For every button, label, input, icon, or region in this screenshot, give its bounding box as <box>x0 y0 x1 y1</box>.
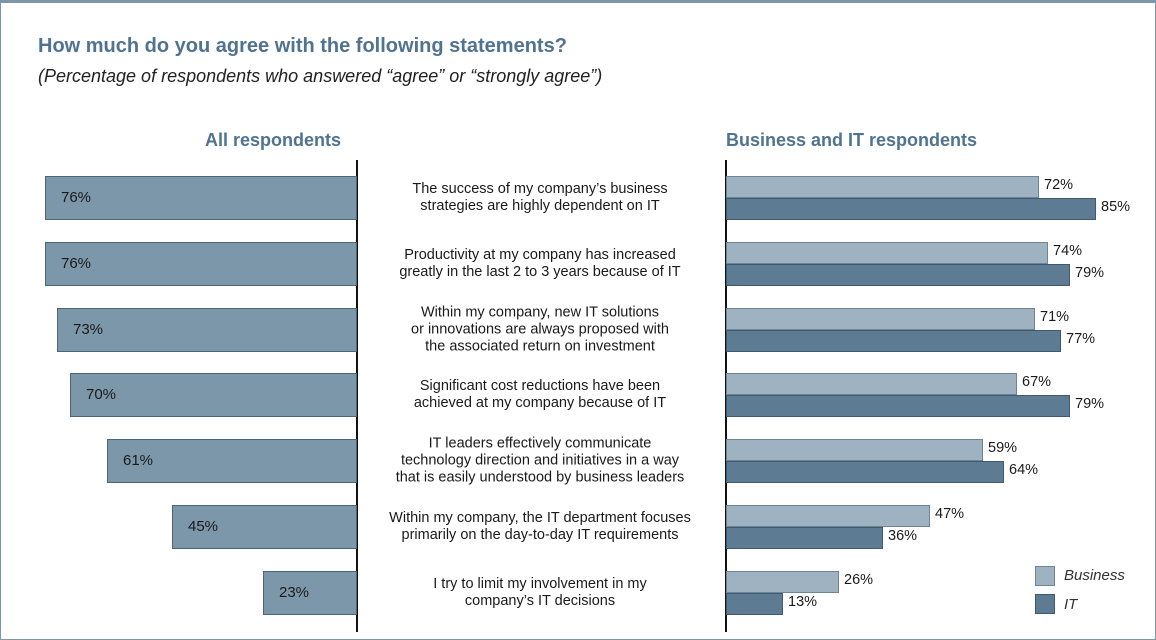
business-bar <box>726 439 983 461</box>
left-panel-heading: All respondents <box>205 130 342 150</box>
it-bar <box>726 461 1004 483</box>
statement-line: that is easily understood by business le… <box>395 469 685 486</box>
it-value-label: 64% <box>1009 462 1039 478</box>
statement-text: I try to limit my involvement in my compa… <box>368 576 712 610</box>
chart-subtitle: (Percentage of respondents who answered … <box>38 66 603 86</box>
all-respondents-bar <box>107 439 357 483</box>
legend-label-business: Business <box>1064 567 1125 584</box>
it-bar <box>726 395 1070 417</box>
business-bar <box>726 571 839 593</box>
business-value-label: 26% <box>844 572 874 588</box>
all-respondents-bar <box>45 242 357 286</box>
business-value-label: 67% <box>1022 374 1052 390</box>
all-respondents-value-label: 61% <box>123 452 154 469</box>
statement-text: IT leaders effectively communicate techno… <box>368 436 712 487</box>
statement-line: Within my company, new IT solutions <box>421 304 659 321</box>
statement-line: I try to limit my involvement in my <box>433 576 647 592</box>
statement-label: Significant cost reductions have been ach… <box>368 373 712 417</box>
legend-label-it: IT <box>1064 596 1078 613</box>
all-respondents-value-label: 76% <box>61 255 92 272</box>
statement-line: strategies are highly dependent on IT <box>420 198 660 214</box>
left-axis-line <box>356 160 358 632</box>
business-bar <box>726 373 1017 395</box>
statement-line: Significant cost reductions have been <box>419 378 661 394</box>
statement-label: Within my company, new IT solutions or in… <box>368 305 712 355</box>
business-value-label: 59% <box>988 440 1018 456</box>
statement-label: I try to limit my involvement in my compa… <box>368 571 712 615</box>
business-value-label: 74% <box>1053 243 1083 259</box>
statement-line: Within my company, the IT department foc… <box>389 510 691 526</box>
all-respondents-bar <box>70 373 357 417</box>
it-bar <box>726 527 883 549</box>
statement-text: Productivity at my company has increased… <box>368 247 712 281</box>
all-respondents-bar <box>45 176 357 220</box>
frame-top-rule <box>0 0 1156 3</box>
statement-line: IT leaders effectively communicate <box>428 435 652 452</box>
it-bar <box>726 198 1096 220</box>
statement-line: greatly in the last 2 to 3 years because… <box>399 264 681 280</box>
it-bar <box>726 264 1070 286</box>
all-respondents-bar <box>172 505 357 549</box>
statement-line: the associated return on investment <box>425 338 655 355</box>
all-respondents-value-label: 73% <box>73 321 104 338</box>
statement-text: Within my company, the IT department foc… <box>368 510 712 544</box>
all-respondents-bar <box>57 308 357 352</box>
it-value-label: 77% <box>1066 331 1096 347</box>
it-bar <box>726 330 1061 352</box>
all-respondents-value-label: 23% <box>279 584 310 601</box>
it-value-label: 79% <box>1075 396 1105 412</box>
all-respondents-value-label: 45% <box>188 518 219 535</box>
statement-text: The success of my company’s business stra… <box>368 181 712 215</box>
business-value-label: 72% <box>1044 177 1074 193</box>
business-bar <box>726 308 1035 330</box>
right-panel-heading: Business and IT respondents <box>726 130 978 150</box>
statement-line: company’s IT decisions <box>464 593 616 609</box>
statement-label: IT leaders effectively communicate techno… <box>368 436 712 486</box>
statement-line: The success of my company’s business <box>412 181 668 197</box>
legend-swatch-it <box>1035 594 1055 614</box>
business-bar <box>726 242 1048 264</box>
statement-label: The success of my company’s business stra… <box>368 176 712 220</box>
business-value-label: 71% <box>1040 309 1070 325</box>
all-respondents-value-label: 70% <box>86 386 117 403</box>
all-respondents-value-label: 76% <box>61 189 92 206</box>
business-bar <box>726 505 930 527</box>
business-value-label: 47% <box>935 506 965 522</box>
business-bar <box>726 176 1039 198</box>
statement-label: Within my company, the IT department foc… <box>368 505 712 549</box>
statement-text: Significant cost reductions have been ach… <box>368 378 712 412</box>
legend-swatch-business <box>1035 566 1055 586</box>
chart-title: How much do you agree with the following… <box>38 35 567 57</box>
it-value-label: 79% <box>1075 265 1105 281</box>
it-value-label: 85% <box>1101 199 1131 215</box>
statement-line: Productivity at my company has increased <box>404 247 676 263</box>
statement-label: Productivity at my company has increased… <box>368 242 712 286</box>
it-value-label: 13% <box>788 594 818 610</box>
statement-text: Within my company, new IT solutions or in… <box>368 305 712 356</box>
statement-line: achieved at my company because of IT <box>413 395 667 411</box>
statement-line: primarily on the day-to-day IT requireme… <box>401 527 679 543</box>
it-bar <box>726 593 783 615</box>
it-value-label: 36% <box>888 528 918 544</box>
statement-line: technology direction and initiatives in … <box>400 452 680 469</box>
all-respondents-bar <box>263 571 357 615</box>
statement-line: or innovations are always proposed with <box>411 321 669 338</box>
